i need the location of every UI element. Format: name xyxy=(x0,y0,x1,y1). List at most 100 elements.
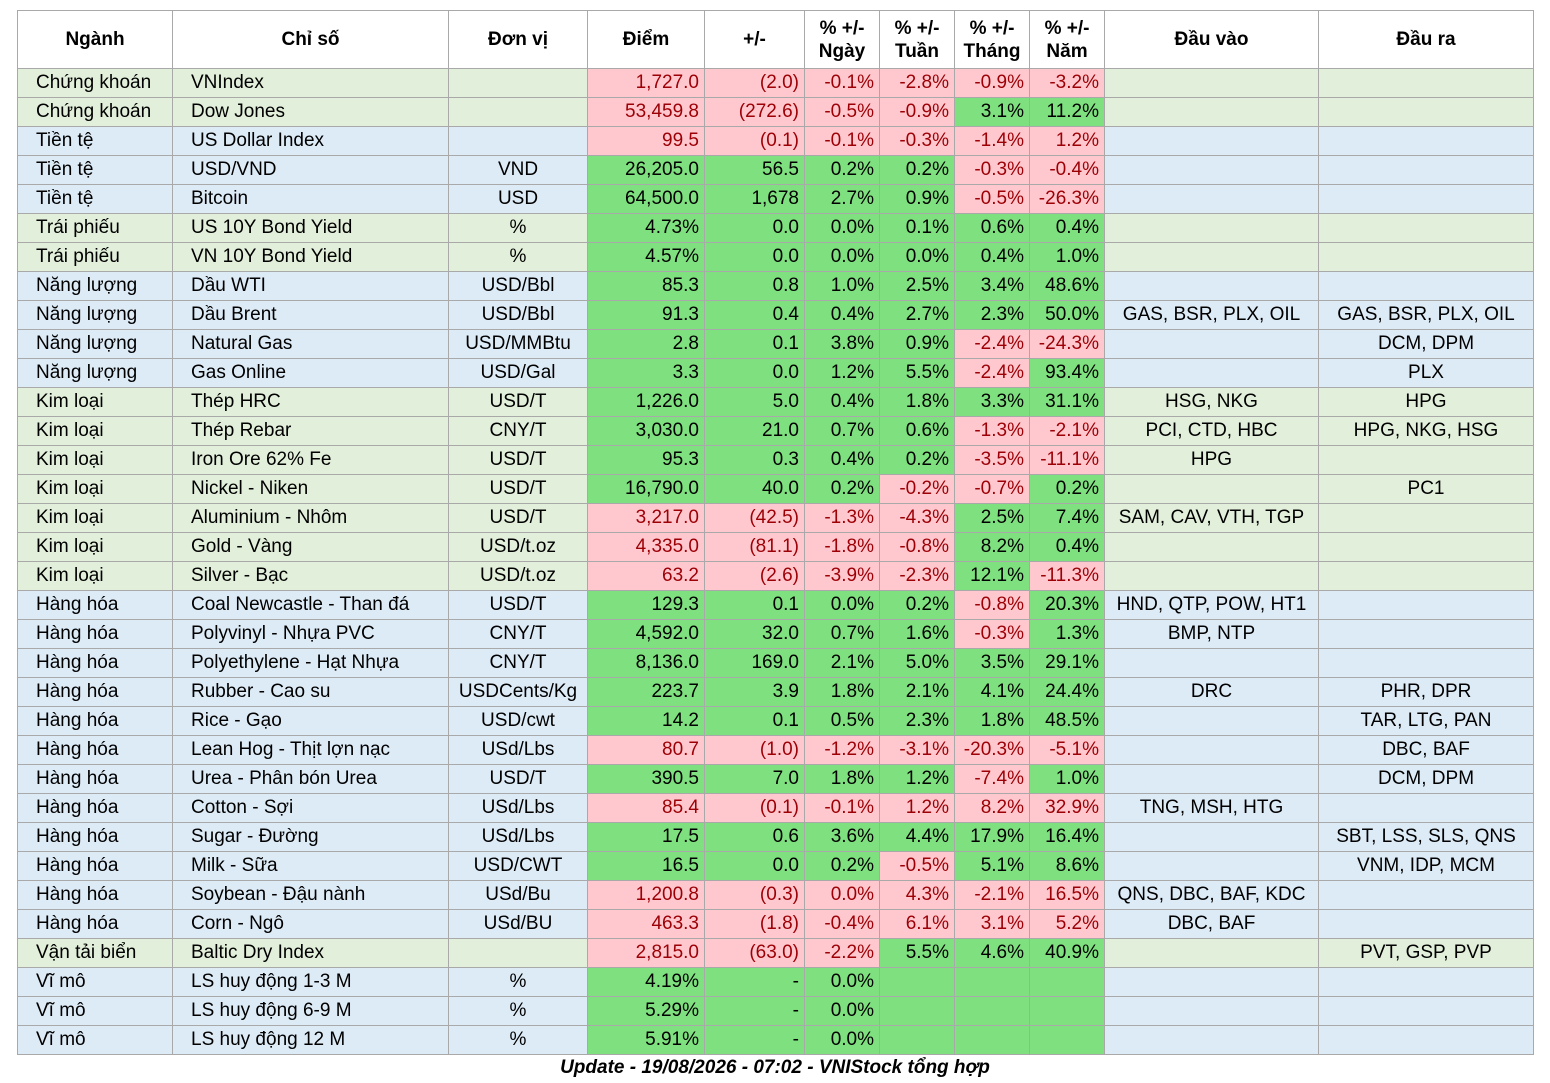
sector-cell: Hàng hóa xyxy=(17,793,173,823)
index-name-cell: Lean Hog - Thịt lợn nạc xyxy=(172,735,449,765)
table-row: Vĩ mô LS huy động 12 M% 5.91% -0.0% xyxy=(17,1025,1534,1055)
month-pct-cell: -20.3% xyxy=(954,735,1030,765)
index-name-cell: Sugar - Đường xyxy=(172,822,449,852)
output-stocks-cell: PHR, DPR xyxy=(1318,677,1534,707)
sector-cell: Hàng hóa xyxy=(17,619,173,649)
unit-cell: USD/Bbl xyxy=(448,300,588,330)
sector-cell: Hàng hóa xyxy=(17,706,173,736)
output-stocks-cell: PVT, GSP, PVP xyxy=(1318,938,1534,968)
year-pct-cell: 0.2% xyxy=(1029,474,1105,504)
input-stocks-cell: HSG, NKG xyxy=(1104,387,1319,417)
day-pct-cell: 0.0% xyxy=(804,242,880,272)
point-cell: 85.4 xyxy=(587,793,705,823)
input-stocks-cell: TNG, MSH, HTG xyxy=(1104,793,1319,823)
week-pct-cell: 5.5% xyxy=(879,358,955,388)
week-pct-cell xyxy=(879,1025,955,1055)
year-pct-cell: 24.4% xyxy=(1029,677,1105,707)
change-cell: - xyxy=(704,996,805,1026)
index-name-cell: Dow Jones xyxy=(172,97,449,127)
unit-cell: VND xyxy=(448,155,588,185)
input-stocks-cell xyxy=(1104,97,1319,127)
point-cell: 16,790.0 xyxy=(587,474,705,504)
day-pct-cell: -3.9% xyxy=(804,561,880,591)
sector-cell: Kim loại xyxy=(17,474,173,504)
column-header: % +/- Năm xyxy=(1029,10,1105,69)
table-row: Chứng khoán Dow Jones 53,459.8 (272.6) -0.5%… xyxy=(17,97,1534,127)
change-cell: (0.3) xyxy=(704,880,805,910)
unit-cell: USD/T xyxy=(448,474,588,504)
unit-cell: CNY/T xyxy=(448,648,588,678)
unit-cell: USd/Bu xyxy=(448,880,588,910)
output-stocks-cell: SBT, LSS, SLS, QNS xyxy=(1318,822,1534,852)
sector-cell: Năng lượng xyxy=(17,358,173,388)
index-name-cell: Coal Newcastle - Than đá xyxy=(172,590,449,620)
month-pct-cell: 3.4% xyxy=(954,271,1030,301)
point-cell: 3.3 xyxy=(587,358,705,388)
year-pct-cell: 0.4% xyxy=(1029,213,1105,243)
point-cell: 3,217.0 xyxy=(587,503,705,533)
unit-cell xyxy=(448,68,588,98)
input-stocks-cell xyxy=(1104,68,1319,98)
month-pct-cell: 8.2% xyxy=(954,532,1030,562)
week-pct-cell: 5.5% xyxy=(879,938,955,968)
index-name-cell: LS huy động 1-3 M xyxy=(172,967,449,997)
point-cell: 390.5 xyxy=(587,764,705,794)
output-stocks-cell xyxy=(1318,503,1534,533)
change-cell: 56.5 xyxy=(704,155,805,185)
week-pct-cell: 0.0% xyxy=(879,242,955,272)
unit-cell: % xyxy=(448,1025,588,1055)
change-cell: (2.6) xyxy=(704,561,805,591)
month-pct-cell: 5.1% xyxy=(954,851,1030,881)
input-stocks-cell xyxy=(1104,1025,1319,1055)
table-row: Năng lượng Natural Gas USD/MMBtu 2.8 0.1 3.8%… xyxy=(17,329,1534,359)
output-stocks-cell xyxy=(1318,996,1534,1026)
input-stocks-cell: HPG xyxy=(1104,445,1319,475)
point-cell: 4.73% xyxy=(587,213,705,243)
output-stocks-cell xyxy=(1318,68,1534,98)
index-name-cell: VN 10Y Bond Yield xyxy=(172,242,449,272)
sector-cell: Năng lượng xyxy=(17,300,173,330)
day-pct-cell: 0.7% xyxy=(804,416,880,446)
table-row: Năng lượng Dầu Brent USD/Bbl 91.3 0.4 0.4% 2.7… xyxy=(17,300,1534,330)
point-cell: 1,226.0 xyxy=(587,387,705,417)
index-name-cell: Iron Ore 62% Fe xyxy=(172,445,449,475)
table-row: Năng lượng Gas Online USD/Gal 3.3 0.0 1.2% 5.5… xyxy=(17,358,1534,388)
point-cell: 3,030.0 xyxy=(587,416,705,446)
column-header: Chỉ số xyxy=(172,10,449,69)
sector-cell: Hàng hóa xyxy=(17,851,173,881)
sector-cell: Hàng hóa xyxy=(17,677,173,707)
input-stocks-cell: HND, QTP, POW, HT1 xyxy=(1104,590,1319,620)
week-pct-cell: -3.1% xyxy=(879,735,955,765)
point-cell: 91.3 xyxy=(587,300,705,330)
input-stocks-cell: DBC, BAF xyxy=(1104,909,1319,939)
change-cell: 0.0 xyxy=(704,242,805,272)
table-row: Tiền tệ Bitcoin USD 64,500.0 1,678 2.7% 0.9% -0… xyxy=(17,184,1534,214)
output-stocks-cell xyxy=(1318,155,1534,185)
point-cell: 85.3 xyxy=(587,271,705,301)
week-pct-cell: -4.3% xyxy=(879,503,955,533)
input-stocks-cell xyxy=(1104,648,1319,678)
day-pct-cell: 0.4% xyxy=(804,387,880,417)
input-stocks-cell xyxy=(1104,358,1319,388)
output-stocks-cell xyxy=(1318,532,1534,562)
month-pct-cell: -0.9% xyxy=(954,68,1030,98)
point-cell: 14.2 xyxy=(587,706,705,736)
index-name-cell: US 10Y Bond Yield xyxy=(172,213,449,243)
week-pct-cell: 1.6% xyxy=(879,619,955,649)
index-name-cell: Cotton - Sợi xyxy=(172,793,449,823)
point-cell: 5.91% xyxy=(587,1025,705,1055)
unit-cell: USD/T xyxy=(448,590,588,620)
unit-cell: % xyxy=(448,213,588,243)
point-cell: 1,727.0 xyxy=(587,68,705,98)
change-cell: 0.8 xyxy=(704,271,805,301)
input-stocks-cell: BMP, NTP xyxy=(1104,619,1319,649)
input-stocks-cell xyxy=(1104,126,1319,156)
index-name-cell: Thép HRC xyxy=(172,387,449,417)
year-pct-cell: 11.2% xyxy=(1029,97,1105,127)
unit-cell: USd/Lbs xyxy=(448,793,588,823)
change-cell: 7.0 xyxy=(704,764,805,794)
change-cell: 40.0 xyxy=(704,474,805,504)
week-pct-cell: -0.9% xyxy=(879,97,955,127)
point-cell: 463.3 xyxy=(587,909,705,939)
output-stocks-cell xyxy=(1318,445,1534,475)
